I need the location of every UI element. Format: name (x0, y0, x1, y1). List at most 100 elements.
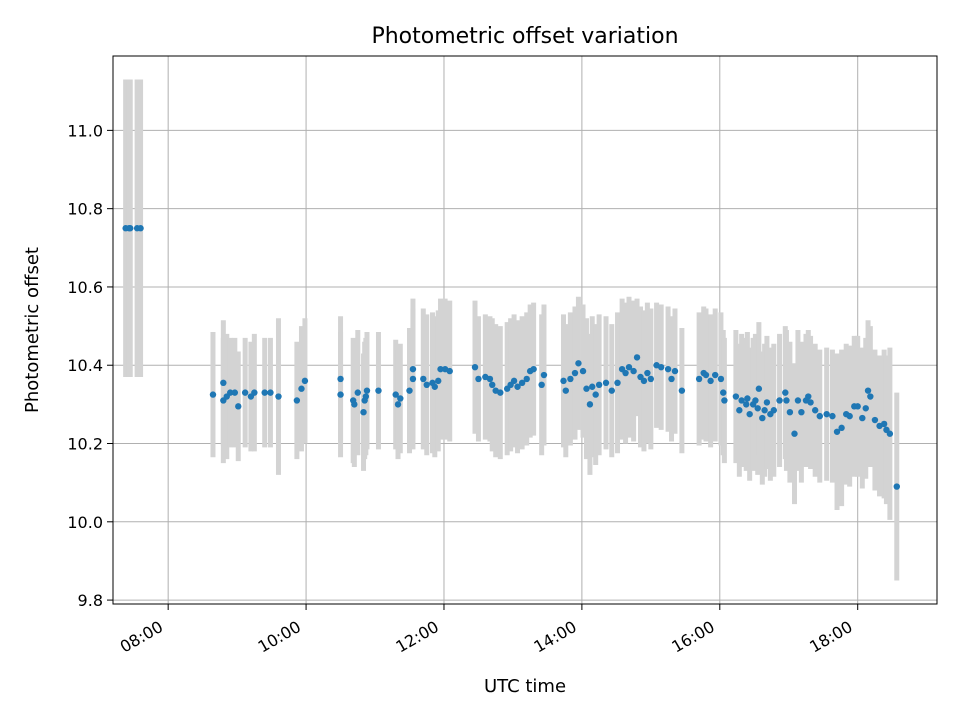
data-point (567, 375, 574, 383)
data-point (486, 375, 494, 383)
data-point (363, 387, 371, 394)
data-point (209, 391, 217, 398)
data-points (122, 225, 900, 490)
y-axis-label: Photometric offset (22, 247, 43, 413)
y-tick-label: 10.6 (67, 278, 103, 297)
data-point (397, 395, 404, 402)
data-point (746, 410, 753, 418)
data-point (633, 354, 641, 361)
data-point (471, 363, 479, 371)
data-point (867, 393, 874, 400)
data-point (829, 412, 836, 420)
data-point (510, 377, 518, 385)
data-point (782, 389, 789, 396)
data-point (754, 405, 761, 412)
y-tick-label: 10.8 (67, 200, 103, 219)
data-point (752, 397, 759, 404)
data-point (625, 363, 633, 371)
data-point (833, 428, 841, 435)
data-point (886, 430, 894, 437)
data-point (127, 225, 134, 232)
data-point (602, 379, 610, 387)
data-point (761, 407, 768, 414)
data-point (595, 381, 603, 388)
data-point (864, 387, 872, 394)
data-point (337, 375, 344, 383)
data-point (586, 401, 594, 408)
data-point (695, 375, 703, 383)
data-point (497, 389, 504, 396)
data-point (435, 377, 442, 385)
data-point (823, 410, 830, 418)
data-point (776, 397, 783, 404)
data-point (657, 363, 665, 371)
x-tick-label: 14:00 (530, 617, 579, 657)
data-point (846, 412, 853, 420)
y-tick-label: 10.4 (67, 356, 103, 375)
data-point (420, 375, 427, 383)
data-point (668, 375, 675, 383)
data-point (362, 393, 370, 400)
data-point (360, 409, 367, 416)
data-point (678, 387, 686, 394)
data-point (406, 387, 413, 394)
data-point (592, 391, 599, 398)
data-point (608, 387, 615, 394)
data-point (791, 430, 798, 437)
data-point (409, 375, 417, 383)
data-point (783, 397, 790, 404)
data-point (717, 375, 725, 383)
error-bars (123, 79, 900, 581)
data-point (702, 371, 710, 379)
data-point (446, 367, 453, 375)
data-point (298, 385, 305, 392)
data-point (560, 377, 567, 385)
data-point (807, 399, 814, 406)
data-point (530, 365, 537, 373)
data-point (231, 389, 239, 396)
data-point (583, 385, 590, 392)
data-point (261, 389, 268, 396)
x-tick-label: 12:00 (393, 617, 442, 657)
data-point (351, 401, 358, 408)
data-point (227, 389, 234, 396)
data-point (671, 367, 679, 375)
plot-frame (112, 55, 938, 605)
data-point (518, 379, 526, 387)
data-point (423, 381, 430, 388)
data-point (251, 389, 258, 396)
data-point (293, 397, 301, 404)
data-point (880, 420, 888, 428)
data-point (523, 375, 530, 383)
data-point (664, 365, 672, 373)
data-point (241, 389, 249, 396)
data-point (770, 407, 778, 414)
data-point (871, 416, 879, 424)
data-point (816, 412, 823, 420)
data-point (220, 379, 227, 387)
data-point (431, 383, 438, 390)
x-axis-label: UTC time (484, 676, 566, 697)
data-point (743, 401, 750, 408)
data-point (744, 395, 751, 402)
data-point (579, 367, 587, 375)
data-point (794, 397, 802, 404)
data-point (437, 365, 444, 373)
data-point (589, 383, 596, 390)
data-point (235, 403, 242, 410)
data-point (732, 393, 740, 400)
data-point (647, 375, 655, 383)
data-point (475, 375, 482, 383)
data-point (640, 377, 648, 385)
data-point (711, 371, 719, 379)
data-point (489, 381, 496, 388)
data-point (267, 389, 274, 396)
data-point (798, 409, 805, 416)
data-point (562, 387, 569, 394)
y-tick-label: 9.8 (78, 591, 103, 610)
data-point (622, 369, 629, 377)
data-point (630, 367, 637, 375)
data-point (838, 424, 845, 432)
y-tick-label: 10.2 (67, 435, 103, 454)
